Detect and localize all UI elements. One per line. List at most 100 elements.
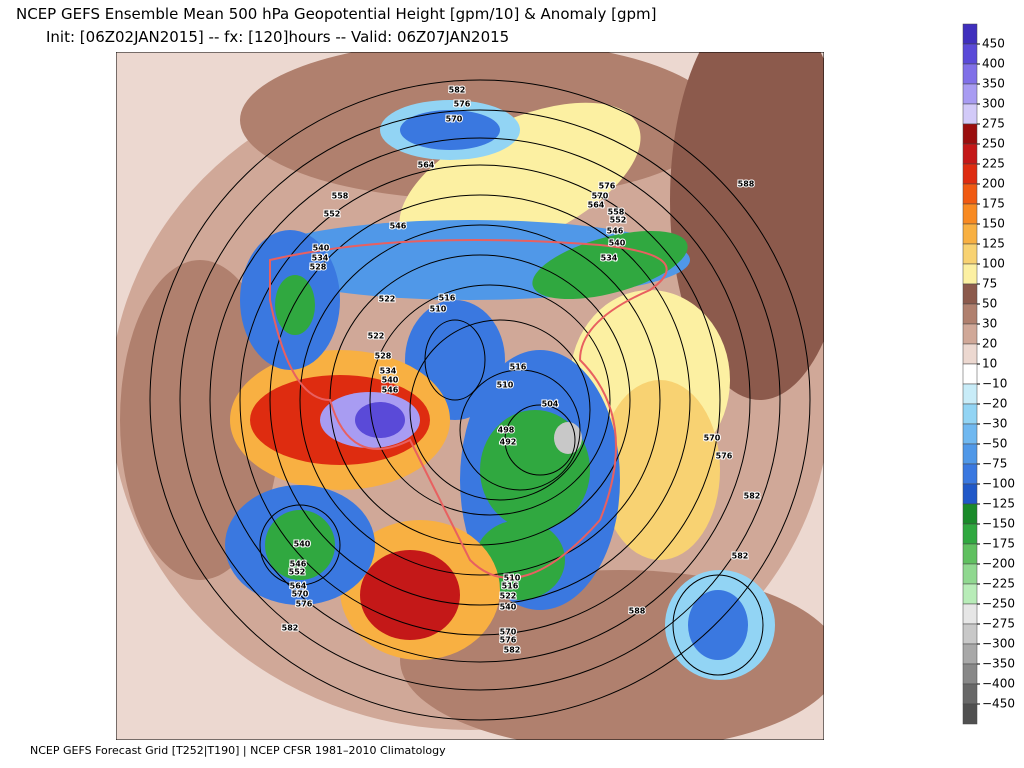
contour-label: 504 — [542, 400, 559, 409]
contour-label: 570 — [592, 192, 609, 201]
contour-label: 510 — [504, 574, 521, 583]
contour-label: 570 — [446, 115, 463, 124]
colorbar-label: 125 — [982, 237, 1005, 251]
colorbar-box — [962, 143, 978, 165]
contour-label: 516 — [439, 294, 456, 303]
footer: NCEP GEFS Forecast Grid [T252|T190] | NC… — [30, 744, 446, 757]
colorbar-box — [962, 623, 978, 645]
colorbar-label: −150 — [982, 517, 1015, 531]
map-area — [116, 52, 824, 740]
contour-label: 516 — [510, 363, 527, 372]
contour-label: 510 — [430, 305, 447, 314]
colorbar-label: 30 — [982, 317, 997, 331]
contour-label: 528 — [310, 263, 327, 272]
contour-label: 582 — [732, 552, 749, 561]
colorbar-label: 100 — [982, 257, 1005, 271]
colorbar-box — [962, 183, 978, 205]
colorbar-box — [962, 363, 978, 385]
map-title: NCEP GEFS Ensemble Mean 500 hPa Geopoten… — [16, 5, 656, 23]
colorbar-label: 150 — [982, 217, 1005, 231]
colorbar-label: −175 — [982, 537, 1015, 551]
contour-label: 552 — [610, 216, 627, 225]
colorbar-box — [962, 603, 978, 625]
colorbar-label: 400 — [982, 57, 1005, 71]
colorbar-label: 20 — [982, 337, 997, 351]
colorbar-label: −400 — [982, 677, 1015, 691]
colorbar-label: −125 — [982, 497, 1015, 511]
contour-label: 582 — [744, 492, 761, 501]
contour-label: 534 — [601, 254, 618, 263]
contour-label: 564 — [290, 582, 307, 591]
contour-label: 522 — [379, 295, 396, 304]
contour-label: 528 — [375, 352, 392, 361]
colorbar-label: −10 — [982, 377, 1007, 391]
contour-label: 576 — [599, 182, 616, 191]
contour-label: 564 — [418, 161, 435, 170]
colorbar-box — [962, 643, 978, 665]
colorbar-label: 275 — [982, 117, 1005, 131]
colorbar-box — [962, 43, 978, 65]
contour-label: 534 — [380, 367, 397, 376]
colorbar-box — [962, 463, 978, 485]
contour-label: 540 — [294, 540, 311, 549]
contour-label: 576 — [500, 636, 517, 645]
colorbar-box — [962, 403, 978, 425]
contour-label: 540 — [609, 239, 626, 248]
colorbar-label: −100 — [982, 477, 1015, 491]
contour-label: 546 — [607, 227, 624, 236]
colorbar-label: −300 — [982, 637, 1015, 651]
contour-label: 588 — [629, 607, 646, 616]
colorbar-label: 225 — [982, 157, 1005, 171]
colorbar-box — [962, 83, 978, 105]
contour-label: 546 — [390, 222, 407, 231]
contour-label: 540 — [313, 244, 330, 253]
contour-label: 558 — [332, 192, 349, 201]
contour-label: 576 — [296, 600, 313, 609]
colorbar: 450 400 350 300 275 250 225 200 175 150 125 100 75 50… — [962, 23, 1015, 725]
colorbar-box — [962, 163, 978, 185]
colorbar-box — [962, 203, 978, 225]
contour-label: 552 — [324, 210, 341, 219]
colorbar-box — [962, 303, 978, 325]
contour-label: 582 — [449, 86, 466, 95]
colorbar-label: 175 — [982, 197, 1005, 211]
colorbar-box — [962, 63, 978, 85]
colorbar-label: 75 — [982, 277, 997, 291]
contour-label: 582 — [504, 646, 521, 655]
contour-label: 540 — [500, 603, 517, 612]
colorbar-box — [962, 483, 978, 505]
contour-label: 582 — [282, 624, 299, 633]
colorbar-box — [962, 23, 978, 45]
colorbar-label: 450 — [982, 37, 1005, 51]
colorbar-box — [962, 543, 978, 565]
colorbar-box — [962, 223, 978, 245]
colorbar-box — [962, 263, 978, 285]
contour-label: 570 — [292, 590, 309, 599]
contour-label: 570 — [704, 434, 721, 443]
contour-label: 576 — [454, 100, 471, 109]
colorbar-box — [962, 523, 978, 545]
colorbar-label: 50 — [982, 297, 997, 311]
colorbar-box — [962, 343, 978, 365]
contour-label: 546 — [382, 386, 399, 395]
contour-label: 534 — [312, 254, 329, 263]
colorbar-label: 200 — [982, 177, 1005, 191]
contour-label: 552 — [289, 568, 306, 577]
contour-label: 498 — [498, 426, 515, 435]
colorbar-box — [962, 663, 978, 685]
colorbar-label: −20 — [982, 397, 1007, 411]
colorbar-box — [962, 443, 978, 465]
colorbar-box — [962, 683, 978, 705]
colorbar-box — [962, 283, 978, 305]
colorbar-box — [962, 323, 978, 345]
colorbar-label: 300 — [982, 97, 1005, 111]
contour-label: 570 — [500, 628, 517, 637]
contour-label: 564 — [588, 201, 605, 210]
colorbar-label: −350 — [982, 657, 1015, 671]
colorbar-box — [962, 103, 978, 125]
contour-label: 546 — [290, 560, 307, 569]
colorbar-label: −75 — [982, 457, 1007, 471]
colorbar-label: 350 — [982, 77, 1005, 91]
contour-label: 522 — [500, 592, 517, 601]
